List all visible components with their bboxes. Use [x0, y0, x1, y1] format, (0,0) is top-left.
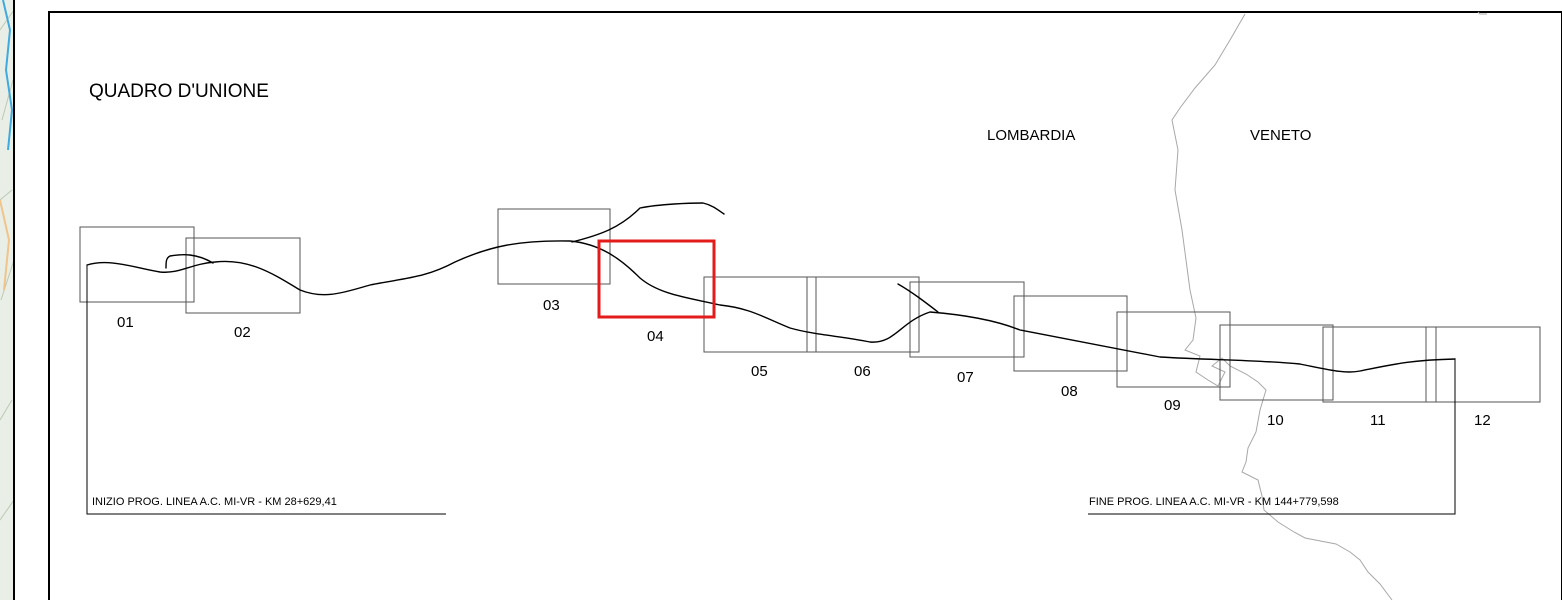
river-line — [2, 0, 14, 151]
sheet-frames — [79, 208, 1541, 403]
end-leader-line — [1088, 359, 1456, 515]
map-frame — [48, 11, 1562, 600]
sheet-label-05[interactable]: 05 — [751, 363, 768, 380]
sheet-frame-04-selected[interactable] — [597, 239, 716, 319]
background-map-strip — [0, 0, 15, 600]
sheet-frame-01[interactable] — [79, 226, 195, 303]
sheet-label-04[interactable]: 04 — [647, 328, 664, 345]
sheet-label-03[interactable]: 03 — [543, 297, 560, 314]
map-title: QUADRO D'UNIONE — [89, 81, 269, 102]
chainage-markers — [86, 265, 1456, 515]
sheet-frame-07[interactable] — [909, 281, 1025, 358]
sheet-frame-09[interactable] — [1116, 311, 1231, 388]
sheet-label-12[interactable]: 12 — [1474, 412, 1491, 429]
region-label-veneto: VENETO — [1250, 127, 1312, 144]
region-label-lombardia: LOMBARDIA — [987, 127, 1076, 144]
sheet-frame-10[interactable] — [1219, 324, 1334, 401]
region-border — [1171, 13, 1393, 600]
sheet-frame-08[interactable] — [1013, 295, 1128, 372]
sheet-label-11[interactable]: 11 — [1370, 412, 1386, 429]
sheet-label-06[interactable]: 06 — [854, 363, 871, 380]
sheet-frame-11[interactable] — [1322, 326, 1437, 403]
sheet-label-02[interactable]: 02 — [234, 324, 251, 341]
sheet-label-09[interactable]: 09 — [1164, 397, 1181, 414]
sheet-frame-05[interactable] — [703, 276, 817, 353]
sheet-label-08[interactable]: 08 — [1061, 383, 1078, 400]
sheet-frame-02[interactable] — [185, 237, 301, 314]
start-leader-line — [86, 265, 446, 515]
sheet-label-07[interactable]: 07 — [957, 369, 974, 386]
start-chainage-note: INIZIO PROG. LINEA A.C. MI-VR - KM 28+62… — [92, 496, 337, 508]
sheet-label-01[interactable]: 01 — [117, 314, 134, 331]
railway-line — [86, 202, 1456, 373]
sheet-frame-12[interactable] — [1425, 326, 1541, 403]
sheet-label-10[interactable]: 10 — [1267, 412, 1284, 429]
sheet-frame-06[interactable] — [806, 276, 920, 353]
end-chainage-note: FINE PROG. LINEA A.C. MI-VR - KM 144+779… — [1089, 496, 1339, 508]
